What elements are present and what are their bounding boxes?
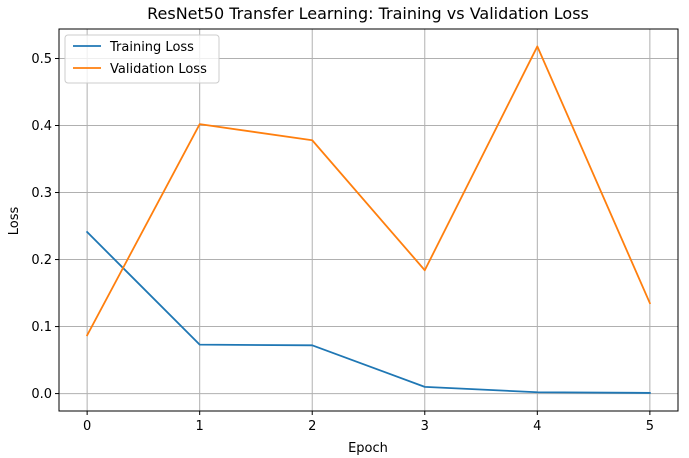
x-tick-label: 2 (308, 419, 316, 434)
y-tick-label: 0.2 (31, 253, 52, 268)
x-tick-label: 4 (533, 419, 541, 434)
y-axis-label: Loss (7, 207, 22, 236)
plot-area-frame (58, 28, 679, 412)
axis-ticks: 0 1 2 3 4 5 0.0 0.1 0.2 0.3 0.4 0.5 (31, 52, 654, 434)
series-lines (85, 45, 652, 394)
x-tick-label: 3 (421, 419, 429, 434)
legend-box (64, 34, 220, 84)
x-tick-label: 0 (83, 419, 91, 434)
grid (59, 29, 678, 411)
legend: Training Loss Validation Loss (64, 34, 220, 84)
y-tick-label: 0.3 (31, 186, 52, 201)
y-tick-label: 0.1 (31, 320, 52, 335)
x-tick-label: 5 (646, 419, 654, 434)
legend-label: Validation Loss (110, 62, 207, 77)
legend-label: Training Loss (109, 40, 194, 55)
series-line-validation-loss (85, 45, 652, 337)
chart-title: ResNet50 Transfer Learning: Training vs … (147, 4, 589, 23)
y-tick-label: 0.5 (31, 52, 52, 67)
x-axis-label: Epoch (348, 441, 388, 456)
series-line-training-loss (85, 230, 651, 394)
y-tick-label: 0.4 (31, 119, 52, 134)
y-tick-label: 0.0 (31, 387, 52, 402)
x-tick-label: 1 (196, 419, 204, 434)
